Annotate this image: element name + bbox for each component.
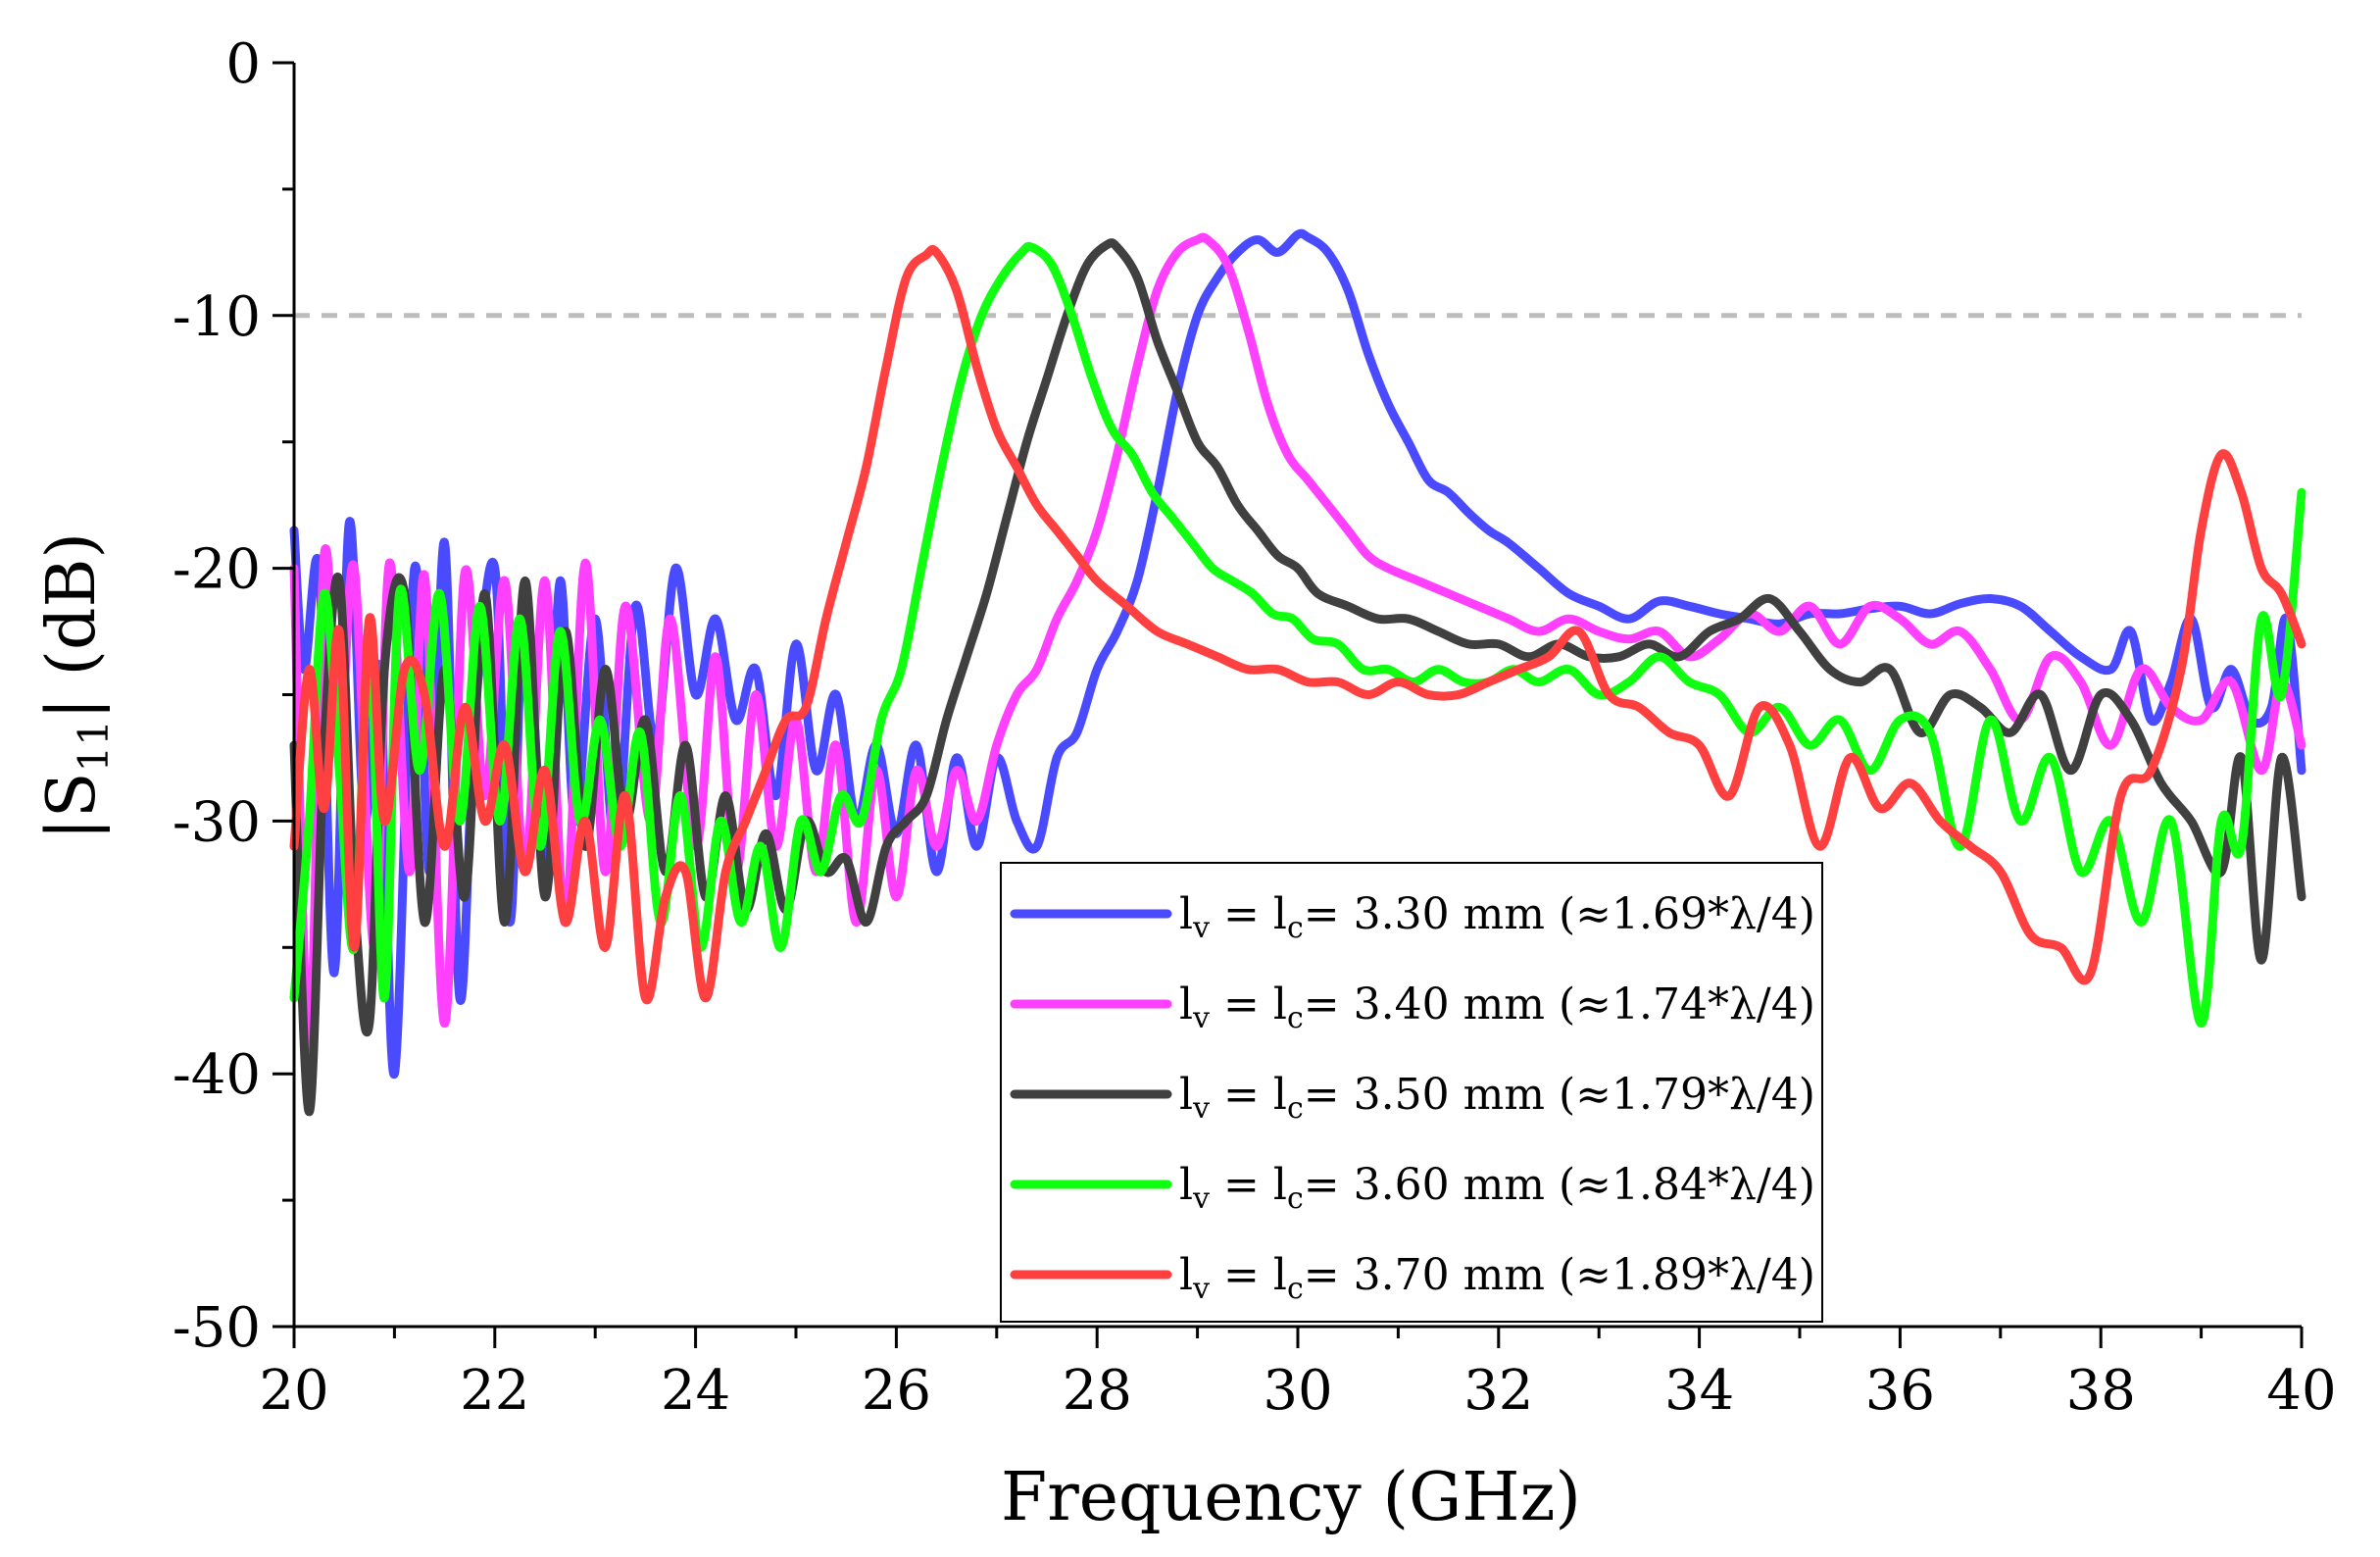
- y-axis-title: |S11| (dB): [33, 532, 118, 840]
- legend-label-5: lv = lc= 3.70 mm (≈1.89*λ/4): [1179, 1250, 1815, 1306]
- x-tick-label: 34: [1664, 1359, 1734, 1423]
- y-tick-label: -30: [173, 790, 261, 854]
- x-tick-label: 26: [862, 1359, 931, 1423]
- x-tick-label: 24: [661, 1359, 730, 1423]
- y-tick-label: -20: [173, 538, 261, 602]
- y-tick-label: -50: [173, 1296, 261, 1360]
- series-layer: [289, 228, 2306, 1117]
- x-tick-label: 28: [1063, 1359, 1132, 1423]
- x-tick-label: 22: [460, 1359, 529, 1423]
- series-line-5: [289, 244, 2306, 1005]
- x-tick-label: 38: [2066, 1359, 2136, 1423]
- legend-label-1: lv = lc= 3.30 mm (≈1.69*λ/4): [1179, 889, 1815, 945]
- x-tick-label: 30: [1263, 1359, 1332, 1423]
- y-tick-label: 0: [225, 32, 261, 96]
- y-axis-title-post: | (dB): [33, 532, 111, 720]
- legend-label-3: lv = lc= 3.50 mm (≈1.79*λ/4): [1179, 1070, 1815, 1126]
- x-tick-label: 32: [1463, 1359, 1533, 1423]
- legend-label-2: lv = lc= 3.40 mm (≈1.74*λ/4): [1179, 979, 1815, 1035]
- series-line-2: [289, 232, 2306, 1053]
- x-tick-label: 36: [1865, 1359, 1935, 1423]
- y-tick-label: -40: [173, 1043, 261, 1107]
- x-axis-title: Frequency (GHz): [1001, 1459, 1581, 1536]
- y-axis-title-subscript: 11: [70, 720, 118, 772]
- axes-layer: 20 22 24 26 28 30 32 34 36 38 40 0 -10 -20 -30 -40 -50: [173, 32, 2337, 1423]
- x-tick-label: 20: [259, 1359, 328, 1423]
- legend: lv = lc= 3.30 mm (≈1.69*λ/4) lv = lc= 3.4…: [1000, 862, 1823, 1323]
- y-tick-label: -10: [173, 285, 261, 349]
- legend-label-4: lv = lc= 3.60 mm (≈1.84*λ/4): [1179, 1160, 1815, 1216]
- x-tick-label: 40: [2266, 1359, 2336, 1423]
- y-axis-title-pre: |S: [33, 773, 111, 841]
